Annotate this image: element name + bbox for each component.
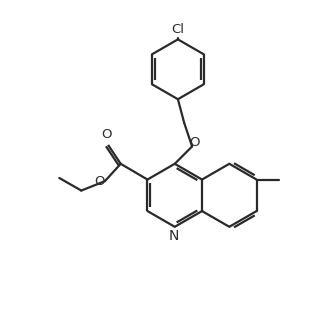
Text: N: N	[169, 229, 179, 243]
Text: O: O	[189, 136, 200, 149]
Text: O: O	[94, 175, 105, 188]
Text: Cl: Cl	[171, 23, 184, 36]
Text: O: O	[101, 128, 112, 141]
